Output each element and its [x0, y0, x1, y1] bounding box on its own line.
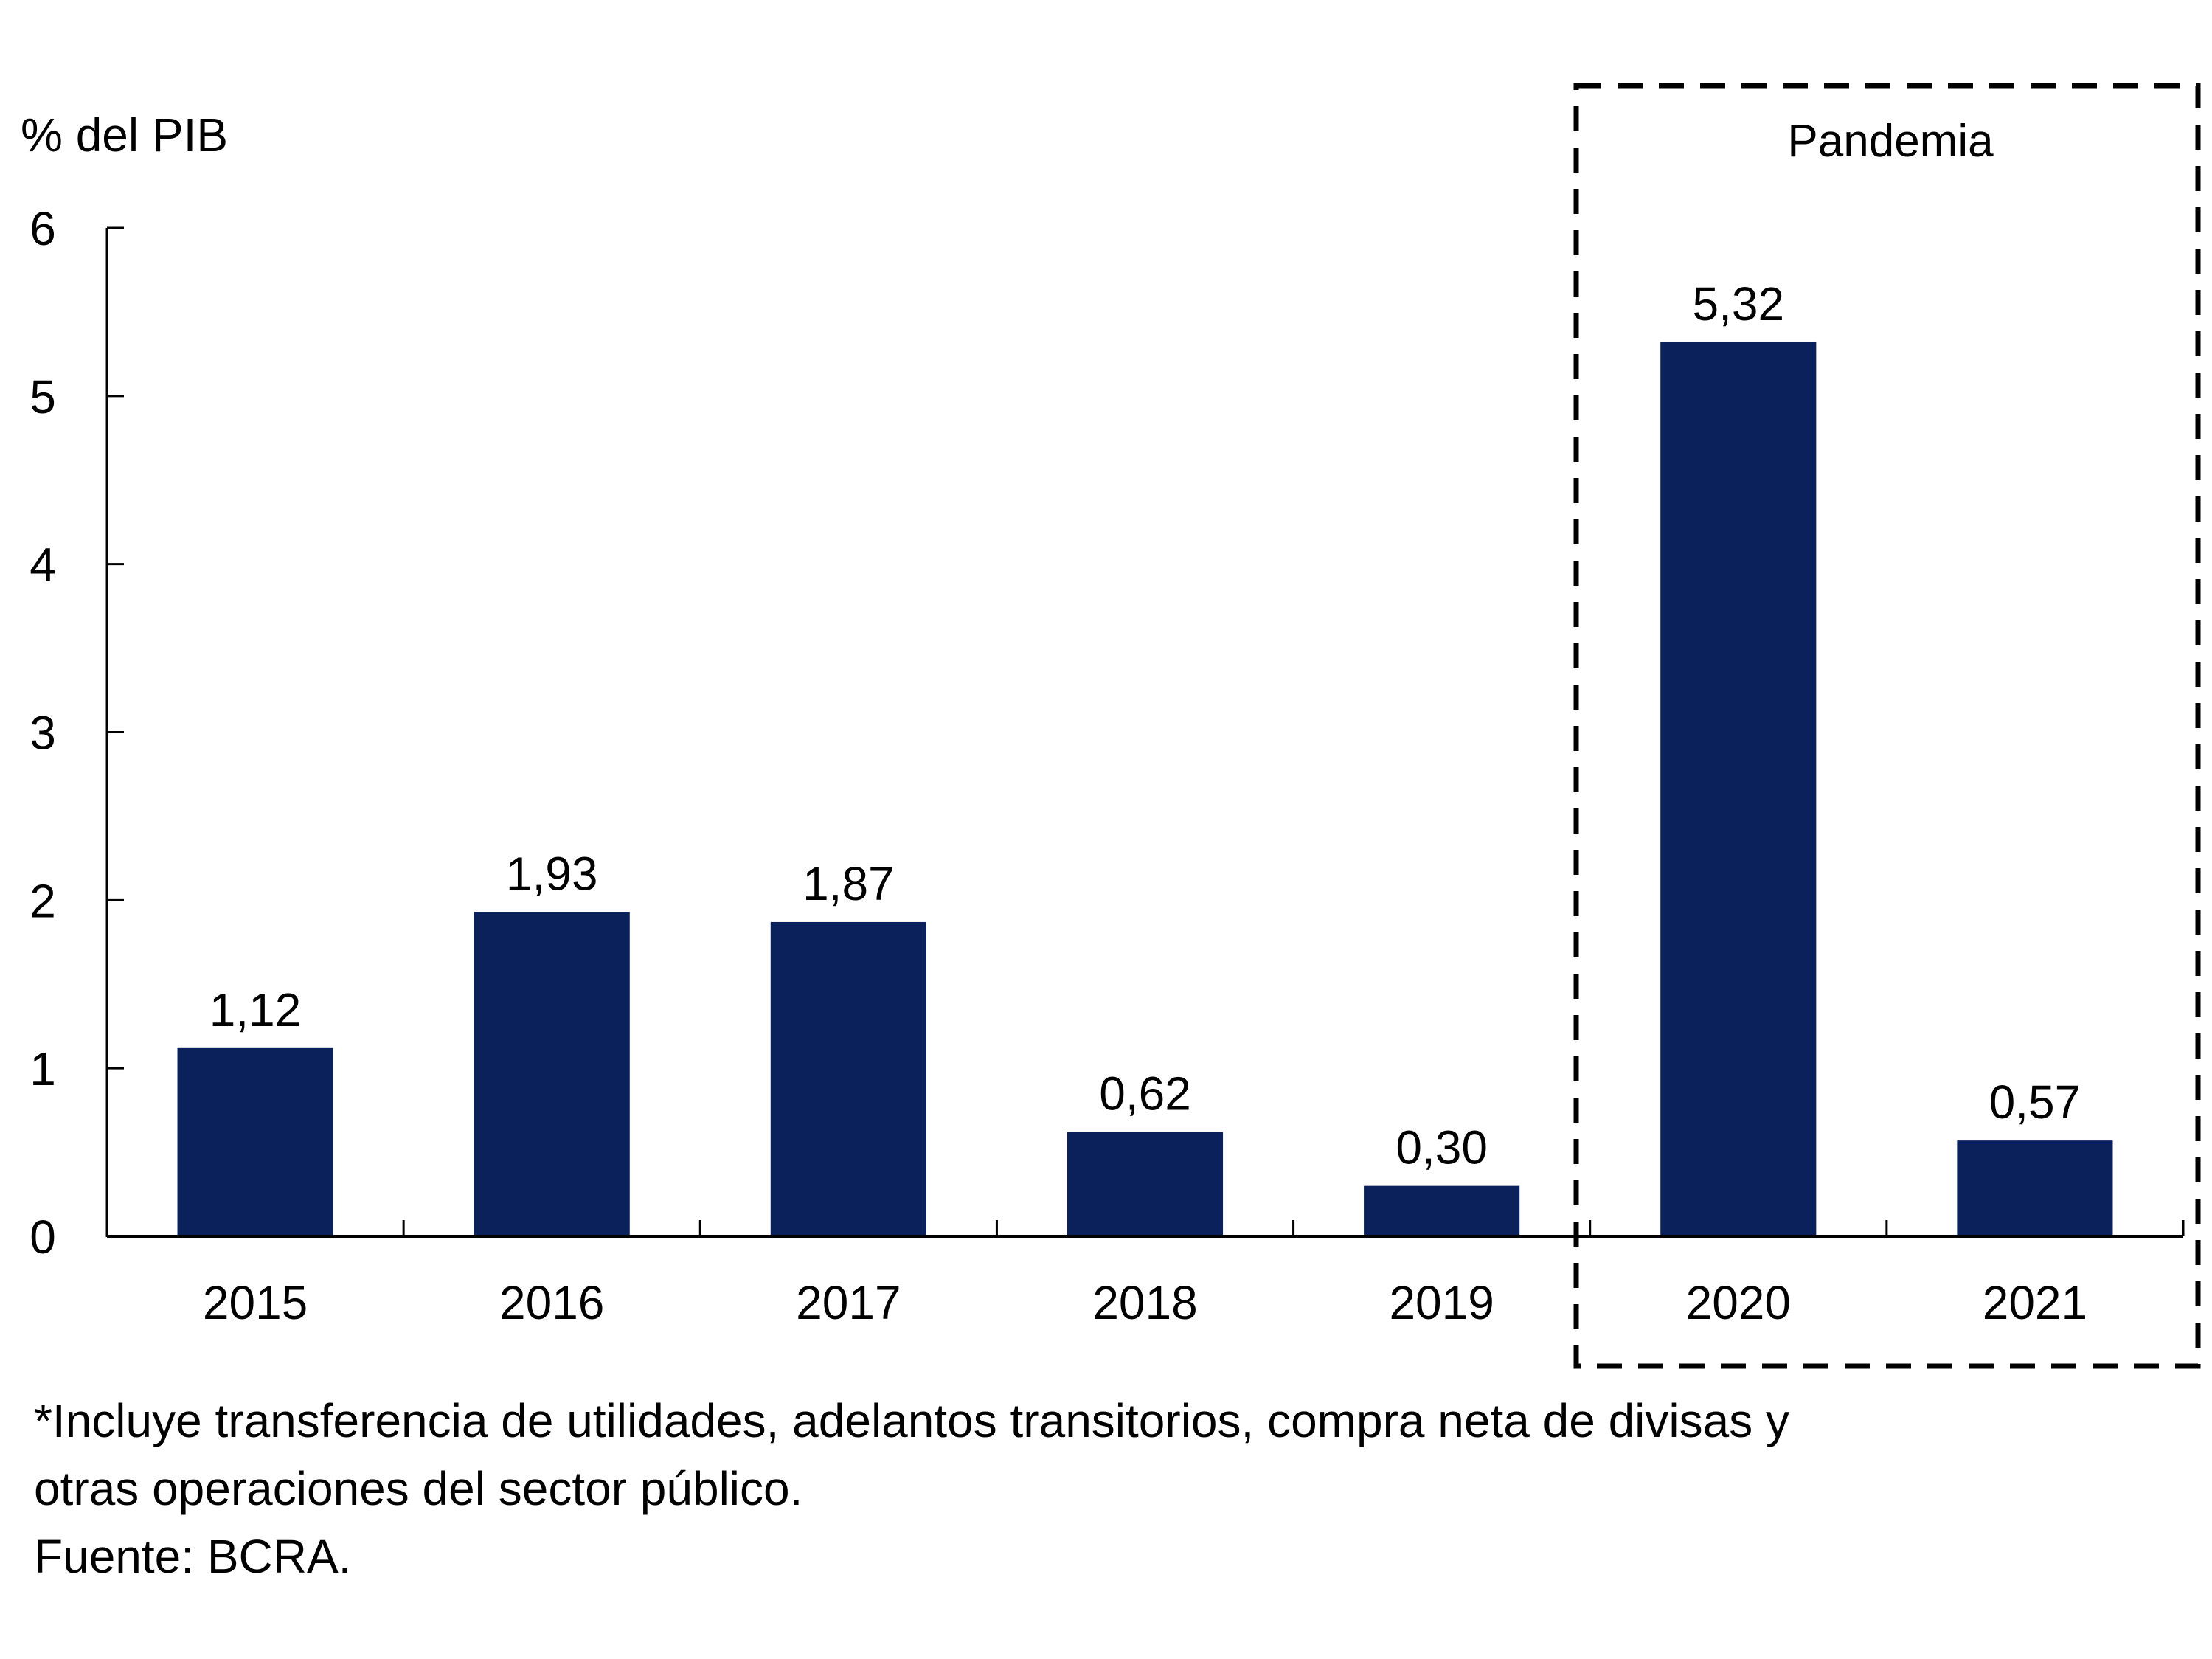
bar-2019	[1364, 1185, 1520, 1236]
data-label-2019: 0,30	[1395, 1121, 1488, 1174]
bar-2018	[1067, 1132, 1224, 1236]
y-tick-label: 6	[30, 202, 56, 255]
x-tick-label: 2016	[499, 1276, 604, 1329]
data-label-2017: 1,87	[802, 857, 895, 910]
y-axis-label: % del PIB	[21, 108, 228, 162]
y-tick-label: 2	[30, 874, 56, 927]
x-tick-label: 2019	[1389, 1276, 1494, 1329]
bar-2017	[770, 921, 926, 1236]
y-tick-label: 4	[30, 538, 56, 592]
bar-2015	[177, 1047, 333, 1236]
x-tick-label: 2020	[1686, 1276, 1791, 1329]
data-label-2021: 0,57	[1989, 1076, 2081, 1129]
y-tick-label: 1	[30, 1042, 56, 1095]
x-tick-label: 2018	[1092, 1276, 1197, 1329]
footnote-line-2: otras operaciones del sector público.	[34, 1462, 803, 1515]
bar-2021	[1957, 1140, 2113, 1236]
bar-chart: % del PIB 0 1 2 3 4 5 6 1,12 1,93 1,87 0,62 0,30 5,…	[21, 83, 2201, 1369]
bar-2020	[1660, 342, 1817, 1237]
source-note: Fuente: BCRA.	[34, 1530, 352, 1583]
y-tick-label: 3	[30, 707, 56, 760]
pandemia-label: Pandemia	[1787, 116, 1994, 167]
bar-2016	[474, 912, 630, 1236]
x-tick-label: 2015	[203, 1276, 308, 1329]
data-label-2016: 1,93	[506, 847, 598, 900]
y-tick-label: 0	[30, 1211, 56, 1264]
x-tick-label: 2017	[796, 1276, 901, 1329]
y-tick-label: 5	[30, 370, 56, 423]
data-label-2018: 0,62	[1099, 1067, 1191, 1121]
pandemia-box	[1573, 83, 2201, 1369]
footnote-line-1: *Incluye transferencia de utilidades, ad…	[34, 1394, 1789, 1447]
data-label-2020: 5,32	[1693, 277, 1785, 330]
footnote: *Incluye transferencia de utilidades, ad…	[34, 1387, 2173, 1590]
data-label-2015: 1,12	[209, 983, 302, 1036]
x-tick-label: 2021	[1983, 1276, 2087, 1329]
